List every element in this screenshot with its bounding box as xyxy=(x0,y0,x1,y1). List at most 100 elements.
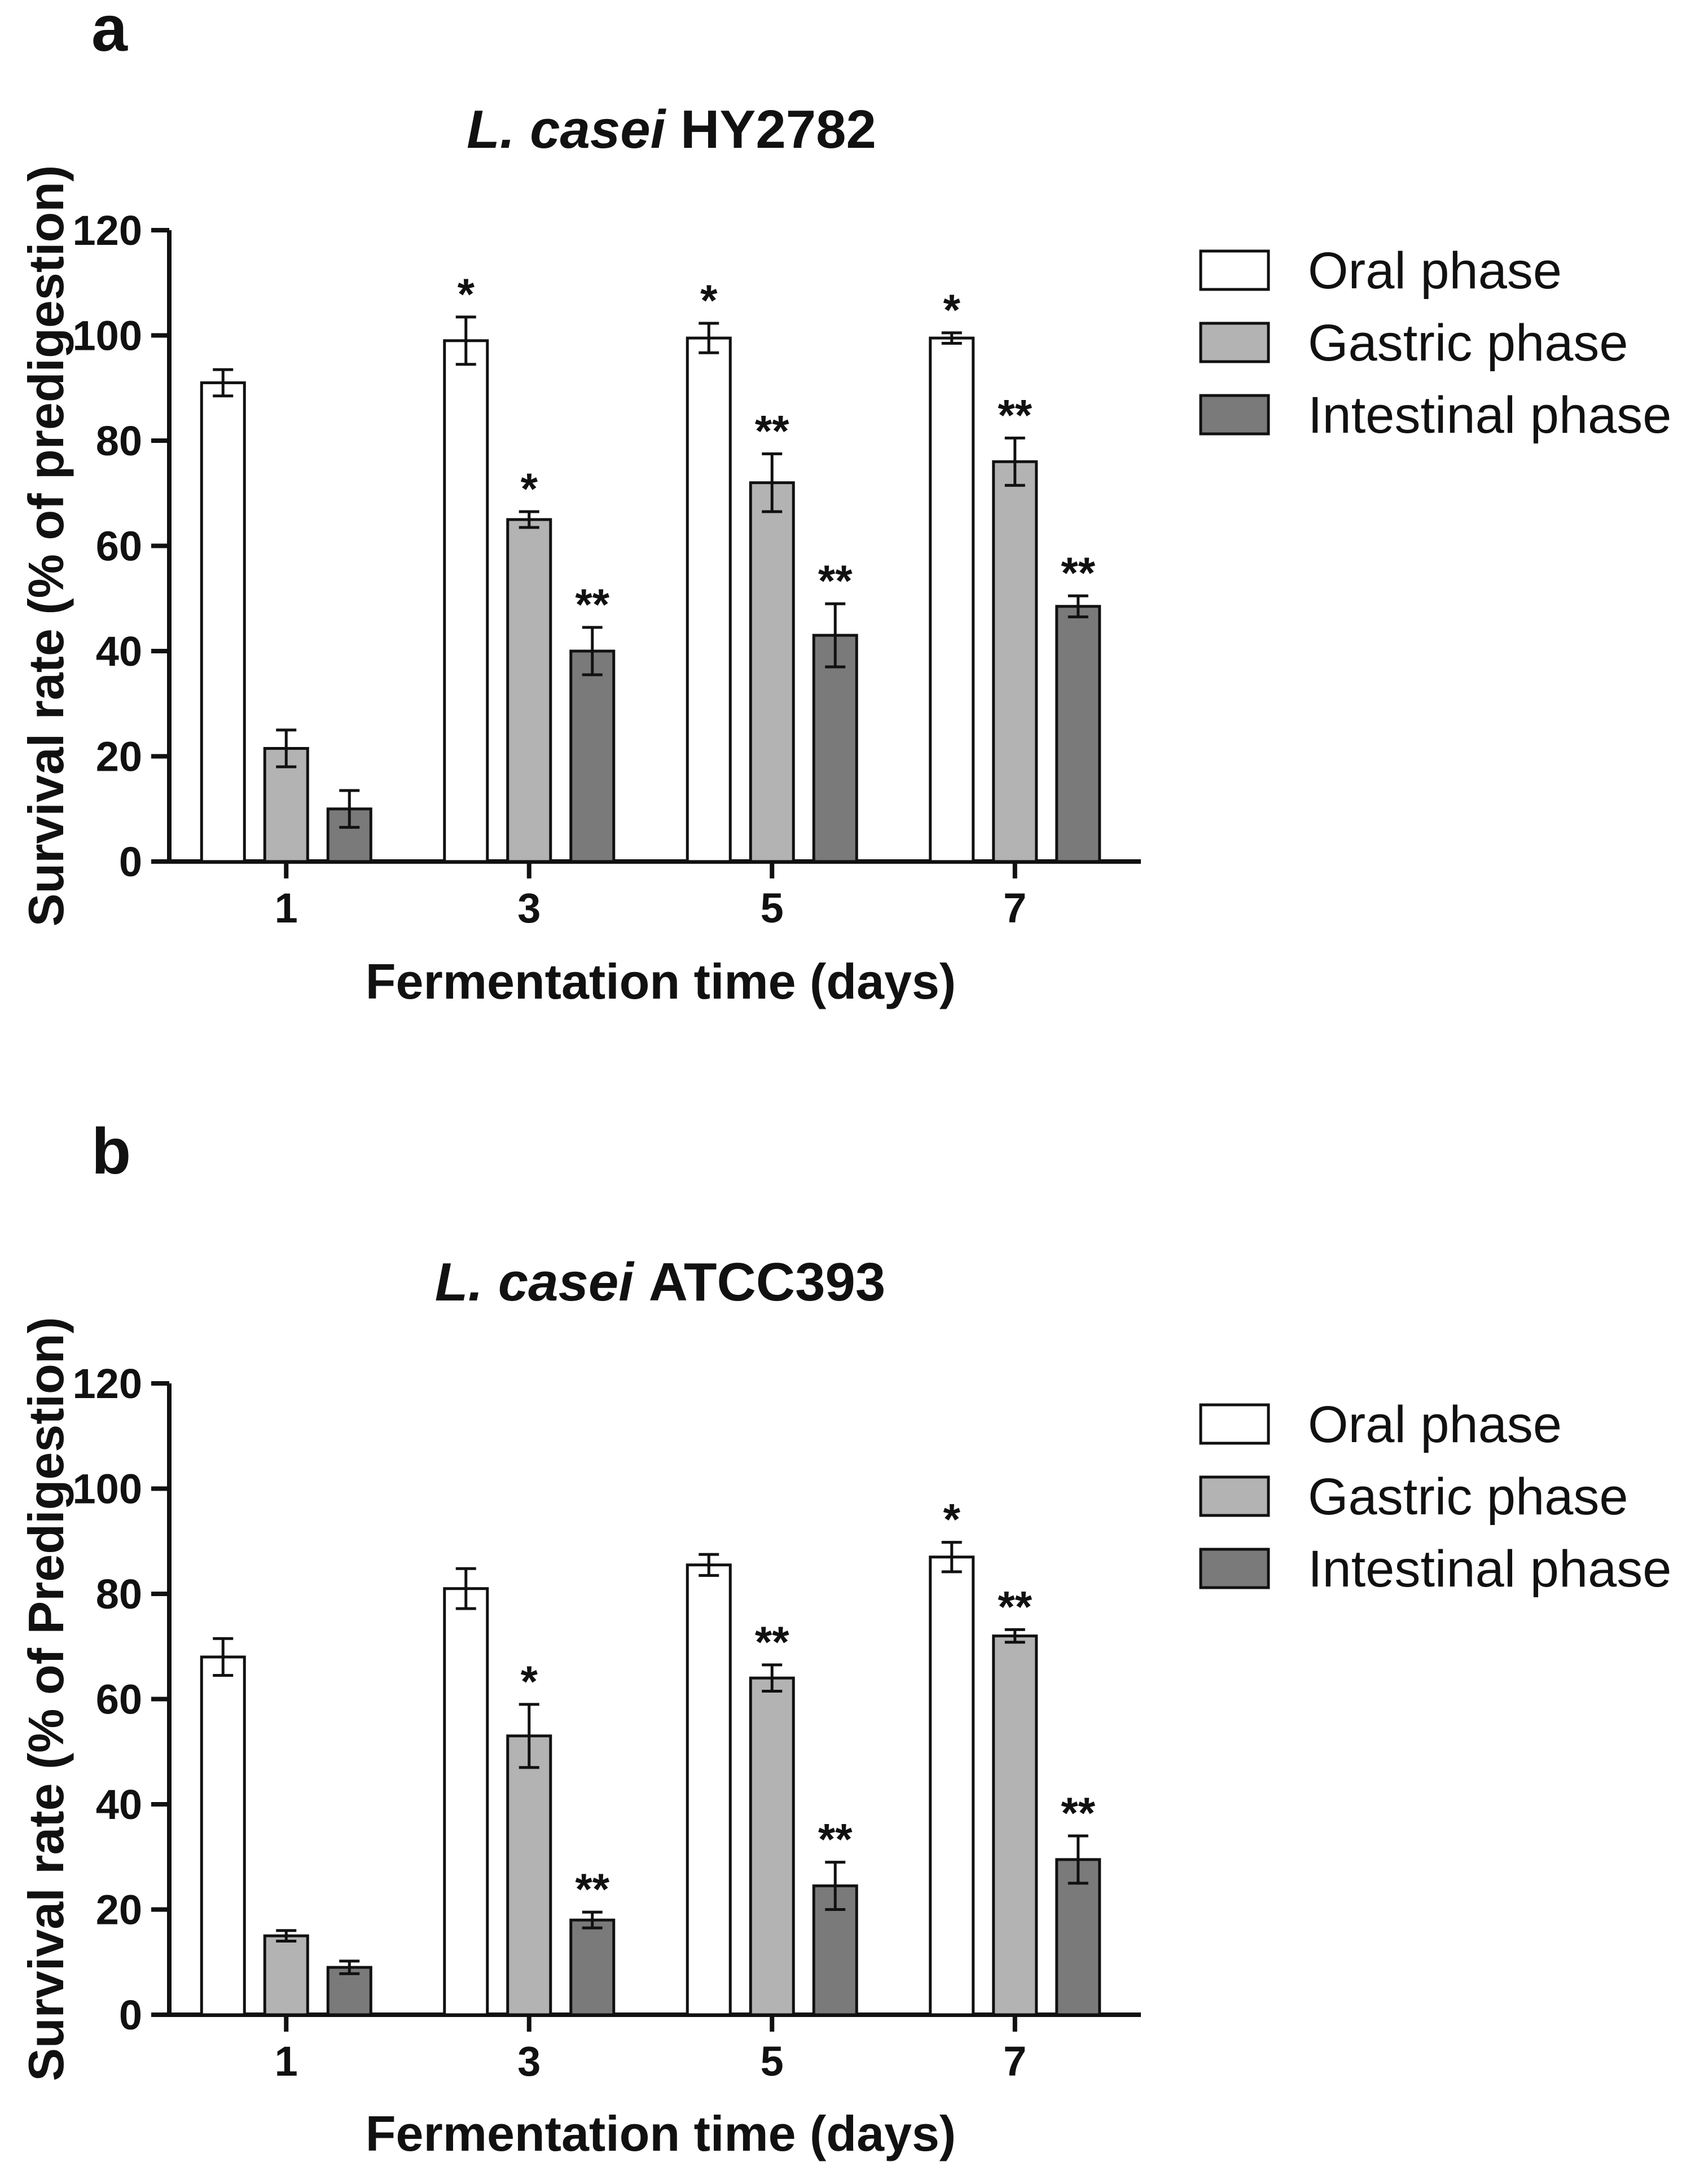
bar-gastric-phase-day-1 xyxy=(263,1934,309,2016)
chart-title-species: L. casei xyxy=(467,99,680,160)
bar-gastric-phase-day-5 xyxy=(749,1676,795,2016)
error-bar xyxy=(699,1553,719,1577)
bar-gastric-phase-day-5 xyxy=(749,481,795,863)
significance-marker: * xyxy=(943,285,961,335)
error-bar xyxy=(276,1929,297,1943)
y-tick-label: 40 xyxy=(96,1781,142,1828)
y-tick-label: 120 xyxy=(73,1360,142,1407)
error-bar xyxy=(276,728,297,768)
y-tick-label: 20 xyxy=(96,733,142,780)
x-tick-label: 1 xyxy=(275,2038,298,2085)
bar-oral-phase-day-3 xyxy=(443,339,489,863)
bar-gastric-phase-day-7 xyxy=(992,460,1038,863)
legend: Oral phase Gastric phase Intestinal phase xyxy=(1199,1396,1671,1598)
x-tick-label: 3 xyxy=(517,885,541,931)
x-axis-label: Fermentation time (days) xyxy=(366,953,956,1009)
y-axis-label: Survival rate (% of predigestion) xyxy=(18,165,74,927)
y-tick-label: 60 xyxy=(96,523,142,570)
significance-marker: ** xyxy=(575,579,609,629)
y-tick-label: 120 xyxy=(73,207,142,254)
error-bar xyxy=(762,1663,783,1693)
bar-gastric-phase-day-7 xyxy=(992,1634,1038,2016)
y-tick-label: 100 xyxy=(73,313,142,359)
chart-title-species: L. casei xyxy=(435,1252,649,1312)
legend-swatch xyxy=(1199,249,1270,291)
panel-letter: a xyxy=(91,0,128,65)
x-tick-label: 3 xyxy=(517,2038,541,2085)
error-bar xyxy=(339,1959,360,1975)
chart-title: L. casei ATCC393 xyxy=(435,1252,886,1312)
panel-letter: b xyxy=(91,1115,131,1188)
x-tick-label: 5 xyxy=(761,2038,784,2085)
error-bar xyxy=(825,1861,846,1911)
bar-oral-phase-day-3 xyxy=(443,1587,489,2016)
bar-oral-phase-day-1 xyxy=(200,1655,246,2016)
bar-oral-phase-day-5 xyxy=(686,336,732,863)
legend-label: Oral phase xyxy=(1308,1396,1562,1453)
bar-gastric-phase-day-1 xyxy=(263,747,309,863)
significance-marker: ** xyxy=(755,1617,789,1667)
significance-marker: ** xyxy=(1061,548,1095,597)
chart-panel-a: a L. casei HY2782 0 20 40 60 80 100 120Survival … xyxy=(18,0,1671,1009)
y-tick-label: 60 xyxy=(96,1676,142,1723)
error-bar xyxy=(213,368,234,398)
y-tick-label: 0 xyxy=(119,1992,142,2038)
legend-swatch xyxy=(1199,1475,1270,1517)
legend-label: Intestinal phase xyxy=(1308,386,1671,444)
error-bar xyxy=(1068,1834,1088,1885)
significance-marker: ** xyxy=(1061,1788,1095,1838)
bar-gastric-phase-day-3 xyxy=(506,518,552,863)
error-bar xyxy=(455,1567,476,1610)
significance-marker: ** xyxy=(818,1814,853,1864)
bar-gastric-phase-day-3 xyxy=(506,1734,552,2016)
legend-label: Gastric phase xyxy=(1308,1468,1628,1526)
bar-oral-phase-day-7 xyxy=(929,1555,975,2016)
error-bar xyxy=(1068,594,1088,618)
error-bar xyxy=(339,789,360,829)
y-tick-label: 0 xyxy=(119,838,142,885)
error-bar xyxy=(582,626,603,676)
chart-title-strain: ATCC393 xyxy=(649,1252,886,1312)
bar-oral-phase-day-5 xyxy=(686,1563,732,2016)
y-tick-label: 80 xyxy=(96,1571,142,1618)
error-bar xyxy=(213,1637,234,1677)
x-tick-label: 7 xyxy=(1003,885,1026,931)
significance-marker: * xyxy=(521,1656,538,1706)
significance-marker: ** xyxy=(575,1864,609,1914)
significance-marker: * xyxy=(943,1495,961,1544)
significance-marker: ** xyxy=(998,390,1032,440)
significance-marker: * xyxy=(700,275,718,325)
bar-intestinal-phase-day-3 xyxy=(569,649,616,863)
legend-swatch xyxy=(1199,1403,1270,1445)
legend-swatch xyxy=(1199,1548,1270,1589)
chart-title-strain: HY2782 xyxy=(680,99,876,160)
y-tick-label: 100 xyxy=(73,1466,142,1513)
x-axis-label: Fermentation time (days) xyxy=(366,2106,956,2161)
significance-marker: * xyxy=(521,464,538,513)
error-bar xyxy=(1004,1628,1025,1644)
legend: Oral phase Gastric phase Intestinal phase xyxy=(1199,242,1671,444)
bar-oral-phase-day-7 xyxy=(929,336,975,863)
x-tick-label: 1 xyxy=(275,885,298,931)
chart-title: L. casei HY2782 xyxy=(467,99,876,160)
error-bar xyxy=(1004,436,1025,487)
y-tick-label: 80 xyxy=(96,418,142,464)
bar-intestinal-phase-day-7 xyxy=(1055,605,1101,863)
error-bar xyxy=(699,322,719,354)
error-bar xyxy=(519,510,539,529)
bar-intestinal-phase-day-1 xyxy=(326,1966,372,2016)
legend-swatch xyxy=(1199,322,1270,363)
legend-label: Intestinal phase xyxy=(1308,1540,1671,1598)
error-bar xyxy=(582,1910,603,1930)
x-tick-label: 7 xyxy=(1003,2038,1026,2085)
y-tick-label: 40 xyxy=(96,628,142,675)
y-axis-label: Survival rate (% of Predigestion) xyxy=(18,1317,74,2081)
x-tick-label: 5 xyxy=(761,885,784,931)
chart-panel-b: b L. casei ATCC393 0 20 40 60 80 100 120Survival… xyxy=(18,1115,1671,2161)
legend-label: Gastric phase xyxy=(1308,314,1628,372)
error-bar xyxy=(941,331,962,345)
legend-swatch xyxy=(1199,394,1270,436)
error-bar xyxy=(519,1703,539,1769)
bar-intestinal-phase-day-5 xyxy=(812,634,858,863)
